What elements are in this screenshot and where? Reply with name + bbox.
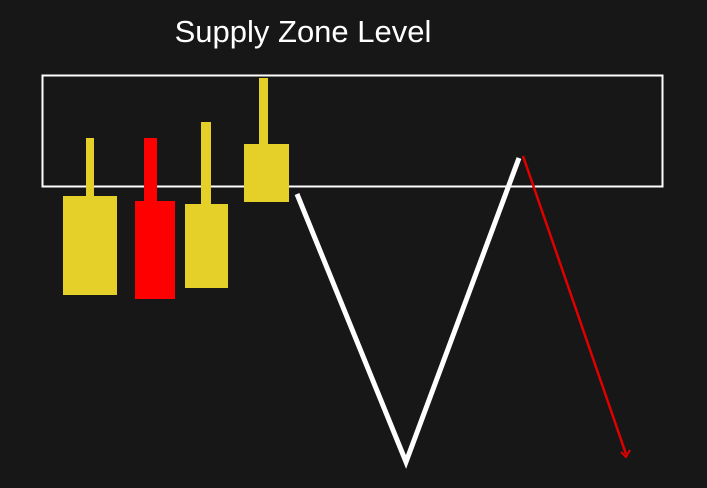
candle-4-wick: [259, 78, 268, 146]
candle-2-wick: [144, 138, 157, 204]
projected-move-line: [521, 155, 628, 455]
candle-2-body: [135, 201, 175, 299]
candle-4-body: [244, 144, 289, 202]
supply-zone-box: [41, 74, 664, 188]
candle-3: [185, 122, 228, 288]
candle-2: [135, 138, 175, 299]
candle-3-body: [185, 204, 228, 288]
candle-4: [244, 78, 289, 202]
diagram-title: Supply Zone Level: [174, 14, 432, 49]
candle-1: [63, 138, 117, 295]
candle-1-body: [63, 196, 117, 295]
candle-1-wick: [86, 138, 94, 198]
price-path-line: [294, 157, 522, 469]
candle-3-wick: [201, 122, 211, 206]
arrow-down-icon: [620, 449, 631, 459]
